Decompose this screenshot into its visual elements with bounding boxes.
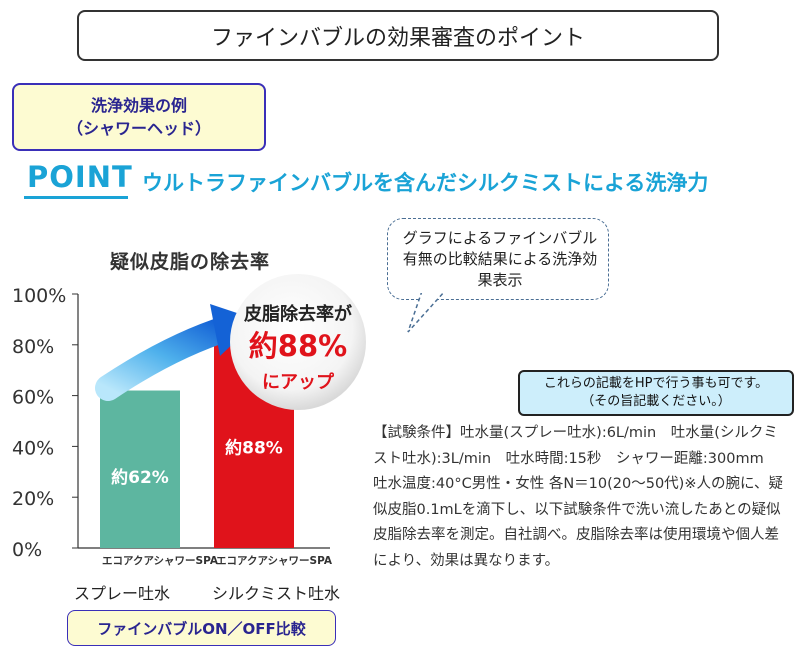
test-conditions: 【試験条件】吐水量(スプレー吐水):6L/min 吐水量(シルクミスト吐水):3…	[373, 425, 784, 569]
chart-title: 疑似皮脂の除去率	[110, 251, 271, 273]
y-tick-label: 60%	[12, 387, 54, 409]
point-label: POINT	[27, 160, 133, 194]
point-underline	[24, 196, 128, 199]
example-badge-line1: 洗浄効果の例	[90, 96, 187, 115]
bar-data-label: 約88%	[225, 437, 283, 458]
y-tick-label: 20%	[12, 488, 54, 510]
point-heading: ウルトラファインバブルを含んだシルクミストによる洗浄力	[142, 171, 709, 195]
speech-bubble	[387, 218, 609, 300]
y-tick-label: 100%	[12, 285, 66, 307]
x-category-label: エコアクアシャワーSPA	[216, 555, 333, 567]
speech-bubble-tail	[407, 290, 446, 333]
hp-note-line2: （その旨記載ください。）	[581, 394, 731, 409]
callout-line2: 約88%	[249, 329, 347, 363]
bar-data-label: 約62%	[111, 467, 169, 488]
hp-note-box: これらの記載をHPで行う事も可です。 （その旨記載ください。）	[518, 370, 794, 416]
hp-note-line1: これらの記載をHPで行う事も可です。	[543, 376, 769, 391]
up-arrow-shaft	[95, 315, 241, 401]
removal-rate-chart: 0% 20% 40% 60% 80% 100% 約62% エコアクアシャワーSPA 約88% エ…	[12, 274, 366, 567]
example-badge-line2: （シャワーヘッド）	[66, 119, 211, 138]
on-off-comparison-label: ファインバブルON／OFF比較	[67, 610, 336, 646]
bar	[100, 390, 180, 548]
speech-bubble-text: グラフによるファインバブル有無の比較結果による洗浄効果表示	[402, 229, 598, 289]
callout-line1: 皮脂除去率が	[244, 303, 352, 325]
example-badge: 洗浄効果の例 （シャワーヘッド）	[12, 83, 266, 151]
page-title: ファインバブルの効果審査のポイント	[77, 10, 719, 61]
page-title-text: ファインバブルの効果審査のポイント	[210, 25, 585, 51]
callout-circle	[230, 274, 366, 410]
y-tick-label: 80%	[12, 336, 54, 358]
y-tick-label: 40%	[12, 437, 54, 459]
x-category-label: エコアクアシャワーSPA	[102, 555, 219, 567]
bar-sublabel-silkmist: シルクミスト吐水	[212, 584, 341, 603]
callout-line3: にアップ	[262, 371, 335, 393]
bar-sublabel-spray: スプレー吐水	[74, 584, 171, 603]
y-tick-label: 0%	[12, 539, 42, 561]
